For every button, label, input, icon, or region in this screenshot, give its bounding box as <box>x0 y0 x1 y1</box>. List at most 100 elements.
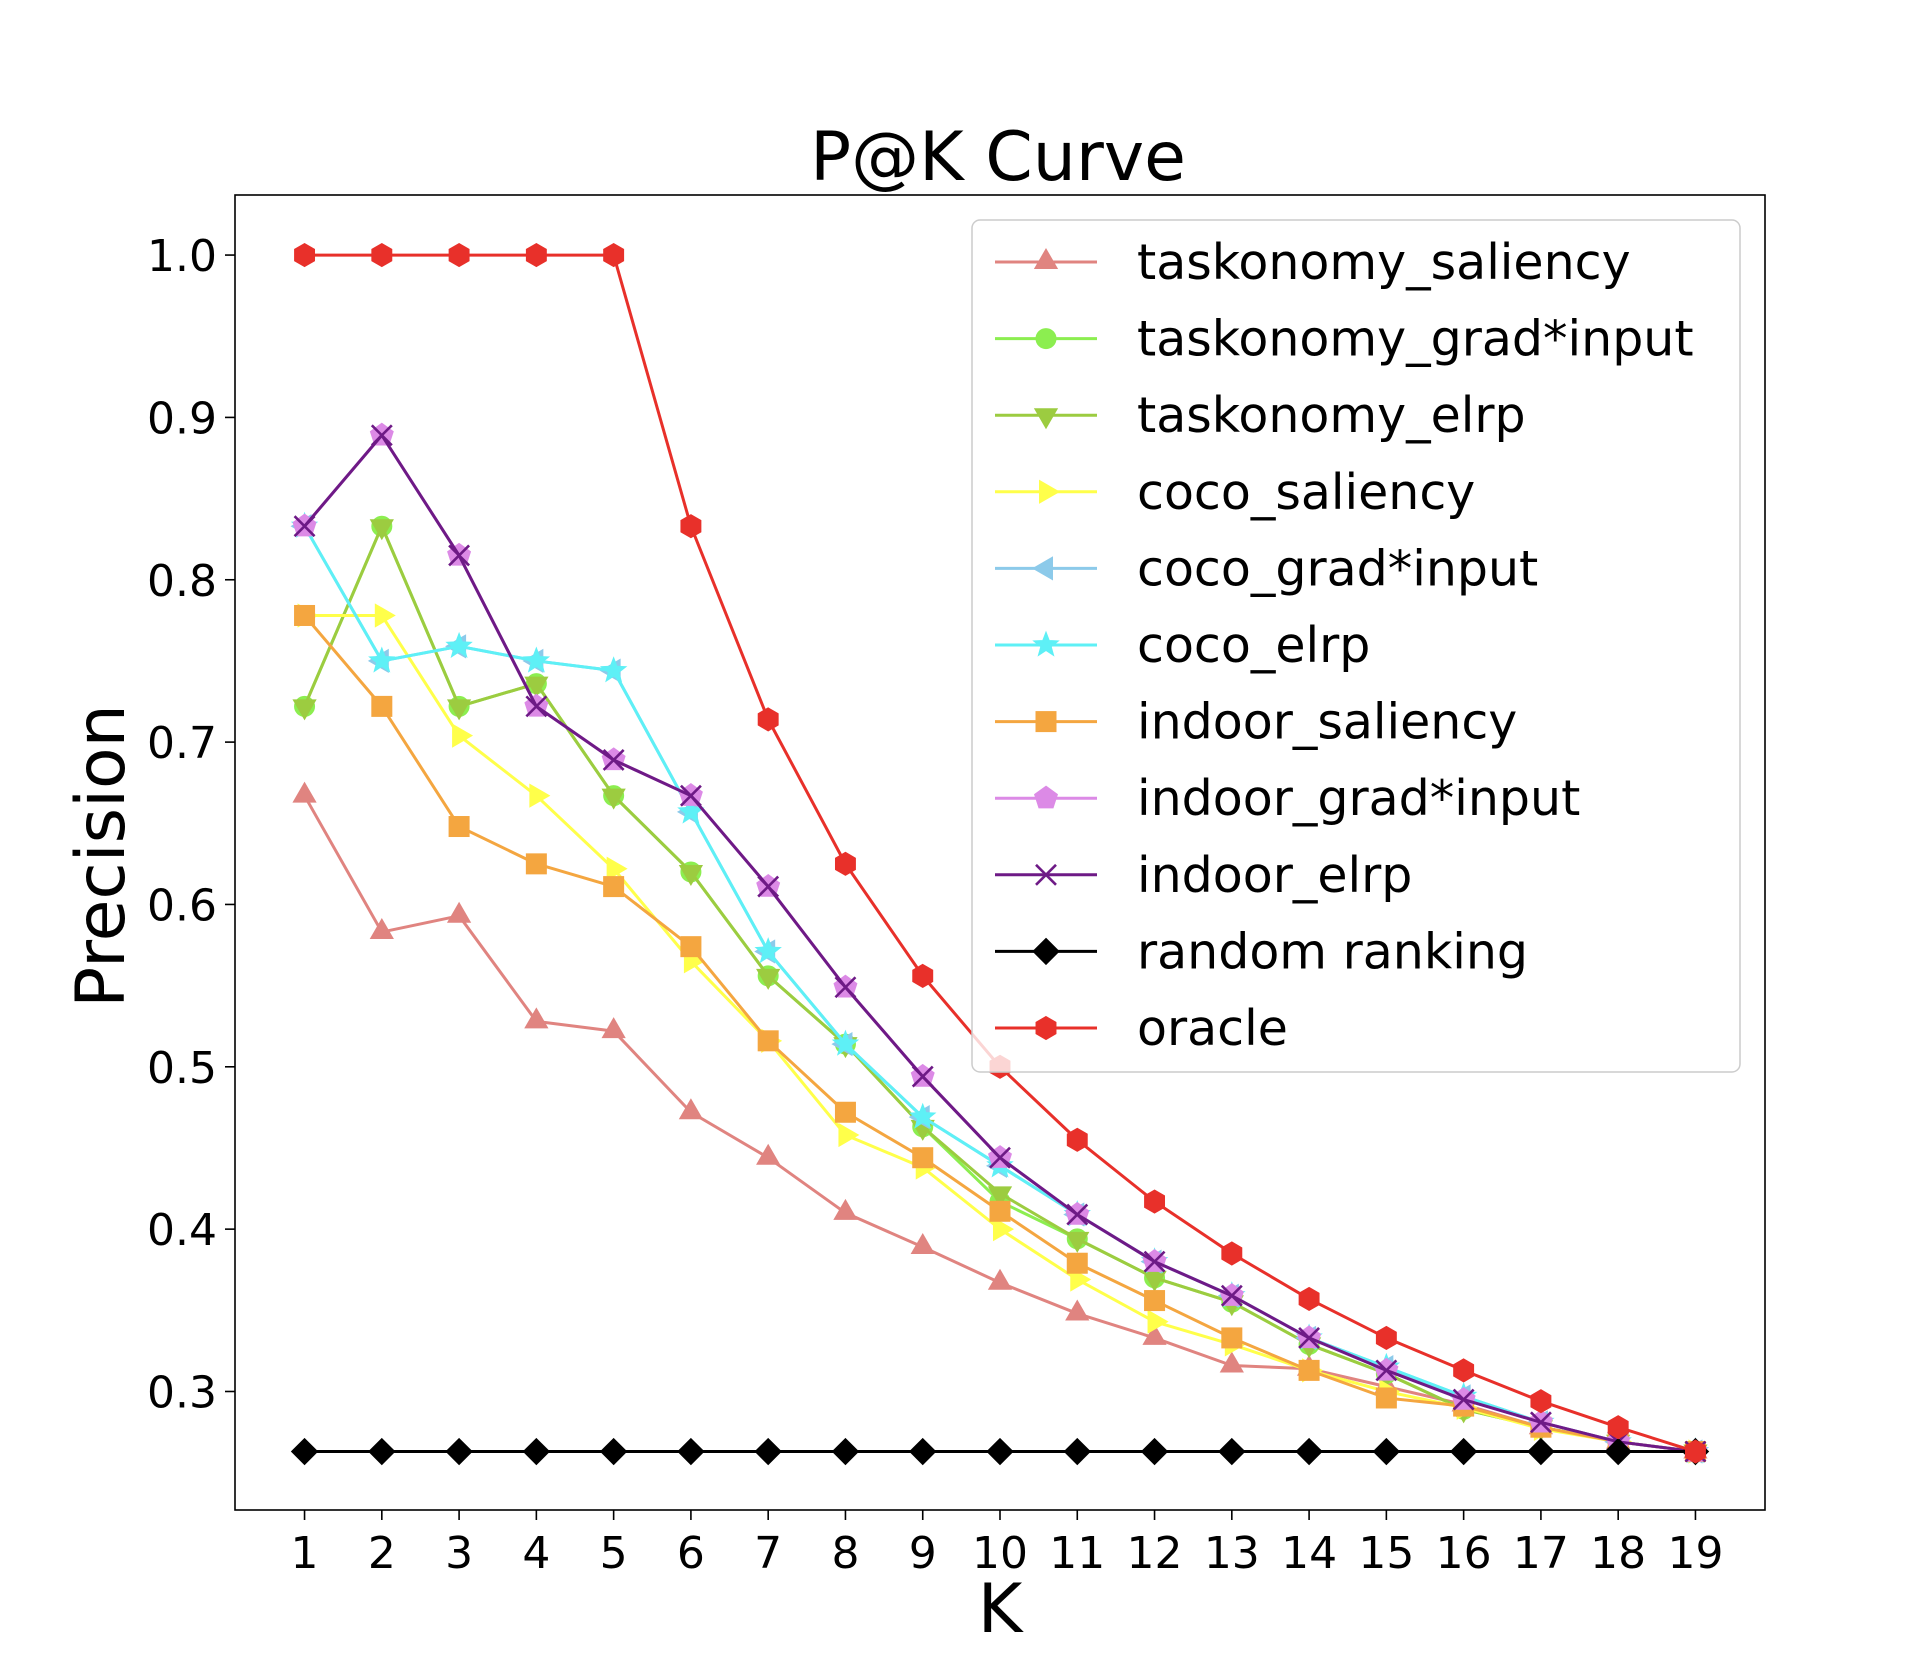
data-point-indoor-elrp <box>602 749 625 771</box>
data-point-oracle <box>448 242 470 268</box>
legend-label-indoor-elrp: indoor_elrp <box>1137 847 1412 904</box>
data-point-oracle <box>1298 1286 1320 1312</box>
data-point-indoor-elrp <box>1066 1203 1089 1226</box>
data-point-taskonomy-saliency <box>833 1198 858 1220</box>
data-point-random-ranking <box>445 1437 473 1466</box>
data-point-indoor-saliency <box>680 936 702 958</box>
data-point-indoor-saliency <box>989 1200 1011 1222</box>
data-point-oracle <box>680 514 702 539</box>
legend-label-random-ranking: random ranking <box>1137 923 1528 980</box>
x-tick-label: 3 <box>445 1528 473 1579</box>
data-point-taskonomy-saliency <box>601 1017 626 1039</box>
data-point-random-ranking <box>1527 1437 1555 1466</box>
data-point-taskonomy-elrp <box>756 968 781 990</box>
y-tick-label: 1.0 <box>147 231 217 282</box>
data-point-taskonomy-saliency <box>524 1007 549 1029</box>
x-tick-label: 9 <box>909 1528 937 1579</box>
legend-marker-indoor-grad-input <box>1034 785 1058 809</box>
y-tick-label: 0.4 <box>147 1205 217 1256</box>
x-tick-label: 2 <box>368 1528 396 1579</box>
data-point-oracle <box>1221 1241 1243 1266</box>
data-point-indoor-saliency <box>1221 1327 1243 1349</box>
data-point-random-ranking <box>522 1437 551 1466</box>
legend-item-indoor-grad-input: indoor_grad*input <box>995 770 1580 827</box>
data-point-coco-elrp <box>445 631 473 658</box>
data-point-taskonomy-saliency <box>678 1098 704 1120</box>
legend-item-taskonomy-grad-input: taskonomy_grad*input <box>995 311 1694 368</box>
data-point-random-ranking <box>1140 1437 1169 1466</box>
x-tick-label: 4 <box>522 1528 550 1579</box>
data-point-taskonomy-saliency <box>446 901 472 923</box>
legend-label-indoor-grad-input: indoor_grad*input <box>1137 770 1580 827</box>
legend-label-taskonomy-grad-input: taskonomy_grad*input <box>1137 311 1694 368</box>
y-axis: 0.3 0.4 0.5 0.6 0.7 0.8 0.9 1.0 <box>147 231 235 1418</box>
legend-marker-random-ranking <box>1032 937 1060 966</box>
legend-label-coco-grad-input: coco_grad*input <box>1137 540 1538 597</box>
data-point-indoor-saliency <box>1066 1252 1088 1274</box>
data-point-coco-saliency <box>374 603 396 628</box>
data-point-coco-elrp <box>909 1102 937 1129</box>
data-point-indoor-saliency <box>294 604 316 626</box>
legend-label-taskonomy-saliency: taskonomy_saliency <box>1137 234 1631 291</box>
data-point-indoor-elrp <box>1298 1326 1321 1349</box>
data-point-coco-elrp <box>831 1029 860 1056</box>
y-axis-label: Precision <box>62 704 141 1007</box>
legend-marker-coco-elrp <box>1032 630 1060 657</box>
legend-item-coco-saliency: coco_saliency <box>995 464 1475 521</box>
x-tick-label: 14 <box>1281 1528 1337 1579</box>
data-point-indoor-elrp <box>679 784 702 807</box>
x-axis: 1 2 3 4 5 6 7 8 9 10 11 12 13 14 15 16 17 18 19 <box>291 1510 1723 1579</box>
data-point-random-ranking <box>909 1437 937 1466</box>
data-point-taskonomy-elrp <box>1065 1231 1090 1253</box>
x-tick-label: 17 <box>1513 1528 1569 1579</box>
data-point-random-ranking <box>677 1437 705 1466</box>
legend-marker-taskonomy-saliency <box>1033 248 1059 269</box>
data-point-indoor-saliency <box>1298 1359 1320 1381</box>
x-tick-label: 6 <box>677 1528 705 1579</box>
data-point-indoor-saliency <box>525 853 547 875</box>
data-point-indoor-elrp <box>1143 1250 1166 1273</box>
chart-title: P@K Curve <box>810 118 1186 197</box>
data-point-oracle <box>757 707 779 732</box>
data-point-oracle <box>371 242 393 268</box>
data-point-taskonomy-saliency <box>1142 1323 1167 1345</box>
legend-marker-indoor-elrp <box>1035 863 1057 886</box>
y-tick-label: 0.5 <box>147 1043 217 1094</box>
data-point-random-ranking <box>1449 1437 1478 1466</box>
data-point-coco-elrp <box>754 937 782 964</box>
data-point-indoor-saliency <box>1375 1387 1397 1409</box>
x-tick-label: 1 <box>291 1528 319 1579</box>
data-point-taskonomy-elrp <box>601 788 626 810</box>
data-point-indoor-saliency <box>834 1101 856 1123</box>
data-point-indoor-elrp <box>911 1065 934 1088</box>
data-point-indoor-elrp <box>1220 1284 1243 1307</box>
legend-label-coco-saliency: coco_saliency <box>1137 464 1475 521</box>
data-point-random-ranking <box>599 1437 628 1466</box>
legend-marker-indoor-saliency <box>1035 711 1057 733</box>
data-point-taskonomy-saliency <box>910 1233 935 1254</box>
data-point-indoor-saliency <box>757 1030 779 1052</box>
x-tick-label: 12 <box>1127 1528 1183 1579</box>
legend-item-indoor-elrp: indoor_elrp <box>995 847 1412 904</box>
data-point-taskonomy-elrp <box>369 519 394 541</box>
data-point-taskonomy-elrp <box>678 864 704 886</box>
y-tick-label: 0.6 <box>147 880 217 931</box>
data-point-indoor-elrp <box>525 695 548 718</box>
data-point-random-ranking <box>831 1437 860 1466</box>
data-point-coco-saliency <box>606 856 628 881</box>
legend-item-coco-elrp: coco_elrp <box>995 617 1370 674</box>
legend-marker-coco-grad-input <box>1032 556 1053 581</box>
legend-marker-oracle <box>1035 1015 1057 1041</box>
data-point-random-ranking <box>1295 1437 1323 1466</box>
legend-marker-coco-saliency <box>1039 479 1060 504</box>
x-tick-label: 18 <box>1590 1528 1646 1579</box>
data-point-coco-elrp <box>368 646 396 673</box>
x-tick-label: 11 <box>1049 1528 1105 1579</box>
y-tick-label: 0.9 <box>147 393 217 444</box>
data-point-coco-elrp <box>599 656 628 683</box>
data-point-indoor-saliency <box>1144 1290 1166 1312</box>
data-point-oracle <box>912 963 934 988</box>
data-point-random-ranking <box>290 1437 319 1466</box>
x-tick-label: 8 <box>831 1528 859 1579</box>
x-axis-label: K <box>978 1570 1025 1649</box>
